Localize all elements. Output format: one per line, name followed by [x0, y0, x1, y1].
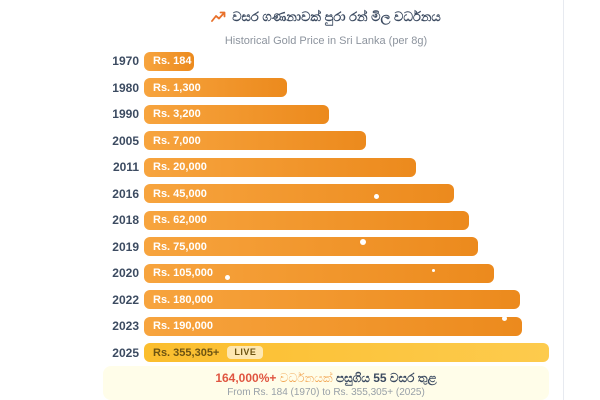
- price-label: Rs. 180,000: [153, 293, 213, 306]
- year-label: 2011: [112, 160, 139, 175]
- price-bar: Rs. 1,300: [144, 78, 287, 98]
- live-badge: LIVE: [227, 346, 264, 360]
- price-label: Rs. 7,000: [153, 134, 201, 147]
- chart-row: 2019 Rs. 75,000: [103, 234, 549, 261]
- year-label: 2019: [112, 239, 139, 254]
- chart-row: 1980 Rs. 1,300: [103, 75, 549, 102]
- price-bar: Rs. 355,305+ LIVE: [144, 343, 549, 363]
- year-label: 2022: [112, 292, 139, 307]
- growth-percent: 164,000%+: [215, 371, 277, 385]
- price-label: Rs. 355,305+: [153, 346, 220, 359]
- growth-word-sinhala: වර්ධනයක්: [279, 371, 333, 385]
- price-label: Rs. 1,300: [153, 81, 201, 94]
- chart-row: 1970 Rs. 184: [103, 48, 549, 75]
- price-label: Rs. 20,000: [153, 161, 207, 174]
- year-label: 2016: [112, 186, 139, 201]
- summary-footer: 164,000%+ වර්ධනයක් පසුගිය 55 වසර තුළ Fro…: [103, 366, 549, 400]
- page-title-row: වසර ගණනාවක් පුරා රන් මිල වර්ධනය: [211, 9, 441, 25]
- price-bar: Rs. 3,200: [144, 104, 329, 124]
- year-label: 1980: [112, 80, 139, 95]
- price-label: Rs. 190,000: [153, 320, 213, 333]
- price-label: Rs. 105,000: [153, 267, 213, 280]
- page-title: වසර ගණනාවක් පුරා රන් මිල වර්ධනය: [232, 9, 441, 24]
- price-label: Rs. 75,000: [153, 240, 207, 253]
- chart-row: 2011 Rs. 20,000: [103, 154, 549, 181]
- chart-row: 1990 Rs. 3,200: [103, 101, 549, 128]
- growth-summary-line: 164,000%+ වර්ධනයක් පසුගිය 55 වසර තුළ: [103, 371, 549, 385]
- vertical-divider: [563, 0, 564, 400]
- chart-row: 2020 Rs. 105,000: [103, 260, 549, 287]
- chart-row: 2023 Rs. 190,000: [103, 313, 549, 340]
- price-label: Rs. 3,200: [153, 108, 201, 121]
- range-summary: From Rs. 184 (1970) to Rs. 355,305+ (202…: [227, 387, 425, 398]
- price-bar: Rs. 75,000: [144, 237, 478, 257]
- price-bar: Rs. 105,000: [144, 263, 494, 283]
- price-bar: Rs. 7,000: [144, 131, 366, 151]
- year-label: 2025: [112, 345, 139, 360]
- price-label: Rs. 45,000: [153, 187, 207, 200]
- chart-row: 2022 Rs. 180,000: [103, 287, 549, 314]
- price-bar: Rs. 184: [144, 51, 194, 71]
- page-subtitle: Historical Gold Price in Sri Lanka (per …: [224, 35, 428, 47]
- price-bar: Rs. 62,000: [144, 210, 469, 230]
- price-bar: Rs. 180,000: [144, 290, 520, 310]
- year-label: 2018: [112, 213, 139, 228]
- chart-row: 2018 Rs. 62,000: [103, 207, 549, 234]
- growth-period-sinhala: පසුගිය 55 වසර තුළ: [335, 371, 437, 385]
- year-label: 2023: [112, 319, 139, 334]
- chart-row: 2005 Rs. 7,000: [103, 128, 549, 155]
- trending-up-icon: [211, 11, 226, 22]
- chart-row: 2016 Rs. 45,000: [103, 181, 549, 208]
- bar-chart: 1970 Rs. 184 1980 Rs. 1,300 1990 Rs. 3,200 200…: [103, 48, 549, 366]
- year-label: 1970: [112, 54, 139, 69]
- gold-price-card: වසර ගණනාවක් පුරා රන් මිල වර්ධනය Historic…: [103, 0, 549, 400]
- price-bar: Rs. 45,000: [144, 184, 454, 204]
- chart-header: වසර ගණනාවක් පුරා රන් මිල වර්ධනය Historic…: [103, 0, 549, 47]
- price-bar: Rs. 190,000: [144, 316, 522, 336]
- year-label: 2005: [112, 133, 139, 148]
- chart-row: 2025 Rs. 355,305+ LIVE: [103, 340, 549, 367]
- price-bar: Rs. 20,000: [144, 157, 416, 177]
- year-label: 2020: [112, 266, 139, 281]
- year-label: 1990: [112, 107, 139, 122]
- price-label: Rs. 184: [153, 55, 192, 68]
- price-label: Rs. 62,000: [153, 214, 207, 227]
